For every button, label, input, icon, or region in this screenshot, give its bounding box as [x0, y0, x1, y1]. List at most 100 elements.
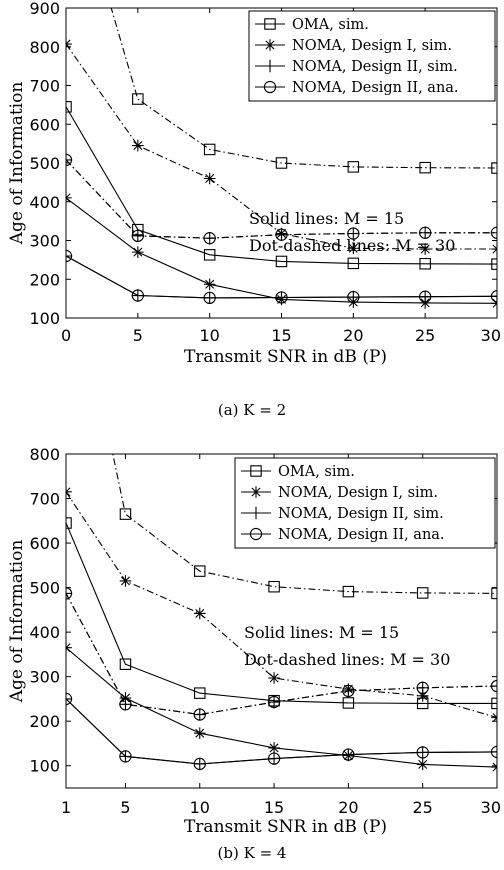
legend-marker-circle [249, 527, 263, 541]
data-point-square [416, 697, 429, 710]
data-point-square [275, 157, 288, 169]
data-point-square [342, 585, 355, 598]
data-point-plus [66, 249, 73, 263]
data-point-asterisk [193, 727, 206, 740]
data-point-circle [490, 226, 497, 239]
data-point-circle [347, 227, 360, 240]
data-point-asterisk [203, 172, 216, 185]
x-axis-label: Transmit SNR in dB (P) [184, 347, 387, 367]
data-point-square [491, 258, 497, 270]
x-tick-label: 20 [338, 798, 358, 817]
data-point-asterisk [132, 246, 144, 258]
data-point-plus [193, 708, 206, 721]
data-point-square [491, 697, 497, 710]
legend-entry-label: NOMA, Design I, sim. [292, 38, 452, 54]
data-point-circle [119, 750, 132, 763]
data-point-circle [267, 752, 281, 765]
series-line-4 [66, 593, 497, 716]
data-point-asterisk [491, 243, 497, 255]
y-tick-label: 600 [29, 115, 60, 134]
data-point-circle [419, 290, 432, 303]
data-point-circle [342, 684, 355, 698]
data-point-square [268, 694, 280, 707]
data-point-asterisk [268, 742, 280, 754]
data-point-square [132, 93, 144, 105]
annotation-text: Dot-dashed lines: M = 30 [249, 236, 455, 255]
data-point-circle [416, 681, 429, 694]
data-point-asterisk [268, 672, 280, 684]
data-point-asterisk [203, 278, 216, 291]
series-line-8 [66, 255, 497, 299]
data-point-circle [66, 153, 73, 167]
legend: OMA, sim. NOMA, Design I, sim. NOMA, Desig… [248, 10, 496, 102]
y-tick-label: 200 [29, 712, 60, 731]
x-tick-label: 30 [481, 326, 501, 345]
data-point-plus [66, 587, 73, 600]
x-tick-label: 0 [61, 326, 71, 345]
y-tick-label: 600 [29, 534, 60, 553]
data-point-asterisk [66, 192, 72, 204]
data-point-asterisk [416, 690, 429, 702]
legend-marker-asterisk [250, 486, 262, 498]
data-point-circle [203, 291, 216, 304]
data-point-circle [193, 708, 206, 721]
legend-entry-label: OMA, sim. [278, 464, 355, 480]
data-point-asterisk [491, 761, 497, 773]
legend-marker-plus [249, 506, 263, 520]
legend-box [234, 457, 496, 549]
data-point-circle [490, 745, 497, 759]
x-tick-label: 5 [120, 798, 130, 817]
annotation-text: Solid lines: M = 15 [244, 623, 399, 642]
chart-2: 1 5 10 15 20 25 30100200300400500600700800Tran… [7, 445, 501, 862]
data-point-asterisk [66, 486, 72, 498]
y-tick-label: 700 [29, 77, 60, 96]
data-point-asterisk [132, 139, 144, 152]
series-line-5 [66, 106, 497, 265]
y-tick-label: 300 [29, 668, 60, 687]
data-point-square [347, 257, 360, 270]
x-tick-label: 15 [264, 798, 284, 817]
data-point-asterisk [119, 692, 132, 704]
data-point-circle [66, 249, 73, 263]
data-point-square [119, 508, 132, 520]
y-tick-label: 100 [29, 757, 60, 776]
data-point-circle [342, 748, 355, 761]
data-point-circle [203, 232, 216, 245]
legend-marker-square [264, 18, 276, 30]
y-tick-label: 100 [29, 309, 60, 328]
legend-marker-square [250, 465, 262, 477]
data-point-asterisk [119, 575, 132, 587]
series-line-4 [66, 159, 497, 239]
x-tick-label: 5 [133, 326, 143, 345]
data-point-square [268, 580, 280, 593]
x-tick-label: 30 [481, 798, 501, 817]
data-point-circle [275, 291, 288, 304]
data-point-circle [347, 290, 360, 304]
chart-caption: (b) K = 4 [218, 844, 287, 862]
data-point-square [491, 587, 497, 600]
chart-1: 0 5 10 15 20 25 30 100 200 300 400 500 600 700 800 900 T… [7, 0, 501, 419]
y-axis-label: Age of Information [7, 82, 27, 246]
y-axis-label: Age of Information [7, 540, 27, 704]
data-point-circle [419, 226, 432, 239]
x-tick-label: 25 [415, 326, 435, 345]
data-point-circle [490, 679, 497, 693]
data-point-square [132, 223, 144, 236]
legend: OMA, sim. NOMA, Design I, sim. NOMA, Desig… [234, 457, 496, 549]
legend-entry-label: OMA, sim. [292, 17, 369, 33]
series-line-5 [66, 522, 497, 704]
data-point-plus [66, 153, 73, 167]
x-tick-label: 1 [61, 798, 71, 817]
legend-entry-label: NOMA, Design II, ana. [292, 80, 459, 96]
data-point-asterisk [491, 711, 497, 724]
x-axis-label: Transmit SNR in dB (P) [184, 817, 387, 837]
chart-caption: (a) K = 2 [218, 401, 286, 419]
y-tick-label: 200 [29, 270, 60, 289]
data-point-square [275, 255, 288, 268]
y-tick-label: 400 [29, 193, 60, 212]
data-point-asterisk [347, 242, 360, 255]
data-point-circle [416, 746, 429, 759]
series-line-1 [110, 8, 497, 169]
x-tick-label: 20 [343, 326, 363, 345]
